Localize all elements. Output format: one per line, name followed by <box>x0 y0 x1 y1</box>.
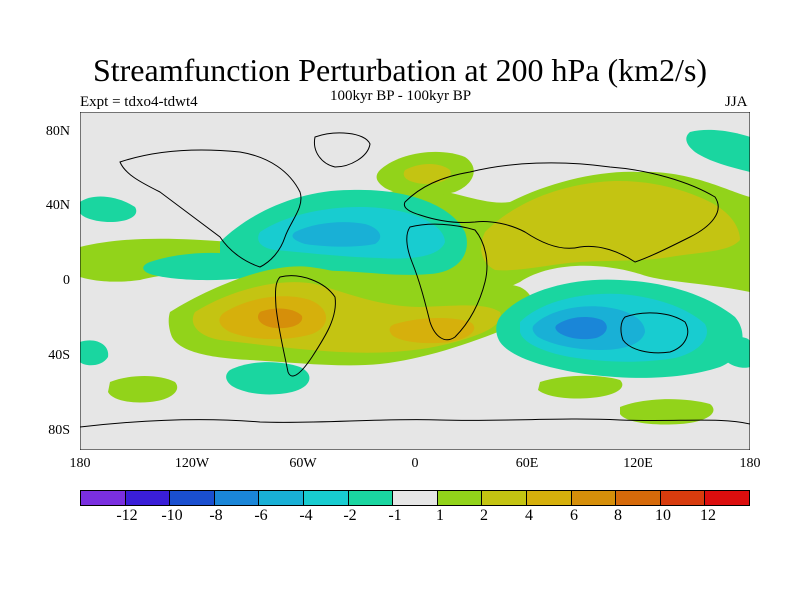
contour-region <box>257 308 303 329</box>
x-tick-60e: 60E <box>515 456 539 471</box>
colorbar-label: 2 <box>480 507 488 524</box>
colorbar-swatch <box>125 491 171 505</box>
colorbar-label: -2 <box>343 507 357 524</box>
coastline-greenland <box>313 132 371 168</box>
colorbar-swatch <box>393 491 438 505</box>
x-tick-0: 0 <box>411 456 419 471</box>
chart-title: Streamfunction Perturbation at 200 hPa (… <box>92 52 708 88</box>
coastline-north-america <box>119 149 302 268</box>
contour-region <box>403 164 451 184</box>
colorbar-label: -1 <box>388 507 402 524</box>
contour-region <box>80 196 137 222</box>
colorbar-swatch <box>660 491 706 505</box>
colorbar-label: 12 <box>700 507 716 524</box>
x-tick-120e: 120E <box>623 456 653 471</box>
y-tick-80n: 80N <box>45 124 70 139</box>
coastline-europe-asia <box>403 162 719 263</box>
colorbar-swatch <box>526 491 572 505</box>
colorbar-label: 8 <box>614 507 622 524</box>
y-tick-40s: 40S <box>48 348 70 363</box>
colorbar-swatch <box>214 491 260 505</box>
experiment-label: Expt = tdxo4-tdwt4 <box>80 94 198 110</box>
colorbar-swatch <box>259 491 304 505</box>
colorbar-swatch <box>81 491 126 505</box>
colorbar-label: -8 <box>209 507 223 524</box>
colorbar-swatch <box>616 491 661 505</box>
contour-region <box>720 337 750 368</box>
coastline-antarctica <box>80 418 750 428</box>
colorbar-swatch <box>303 491 349 505</box>
season-label: JJA <box>725 94 748 110</box>
colorbar-swatch <box>705 491 749 505</box>
contour-region <box>108 376 178 403</box>
x-tick-120w: 120W <box>174 456 210 471</box>
x-tick-180e: 180 <box>739 456 761 471</box>
coastline-australia <box>620 312 689 354</box>
chart-subtitle: 100kyr BP - 100kyr BP <box>330 88 472 104</box>
colorbar-label: -6 <box>254 507 268 524</box>
colorbar-label: 1 <box>436 507 444 524</box>
colorbar-label: -4 <box>299 507 313 524</box>
contour-region <box>143 252 261 281</box>
contour-region <box>389 318 475 344</box>
contour-region <box>80 340 109 366</box>
contour-region <box>226 362 310 395</box>
y-tick-80s: 80S <box>48 423 70 438</box>
coastline-south-america <box>275 275 336 377</box>
colorbar-swatch <box>437 491 483 505</box>
colorbar-label: -10 <box>161 507 183 524</box>
colorbar-swatch <box>571 491 617 505</box>
contour-region <box>620 399 714 425</box>
y-tick-0: 0 <box>63 273 70 288</box>
contour-region <box>292 222 381 247</box>
colorbar-swatch <box>482 491 527 505</box>
contour-region <box>481 181 740 271</box>
y-tick-40n: 40N <box>45 198 70 213</box>
colorbar-label: 10 <box>655 507 671 524</box>
streamfunction-map <box>80 112 750 450</box>
coastlines <box>80 132 750 428</box>
contour-region <box>538 375 623 399</box>
colorbar-swatch <box>170 491 215 505</box>
contour-region <box>686 129 750 172</box>
colorbar-label: -12 <box>116 507 138 524</box>
contour-region <box>555 316 607 340</box>
colorbar-label: 4 <box>525 507 533 524</box>
colorbar-swatch <box>348 491 394 505</box>
colorbar-label: 6 <box>570 507 578 524</box>
x-tick-180w: 180 <box>69 456 91 471</box>
colorbar <box>80 490 750 506</box>
x-tick-60w: 60W <box>289 456 317 471</box>
coastline-africa <box>406 223 488 341</box>
